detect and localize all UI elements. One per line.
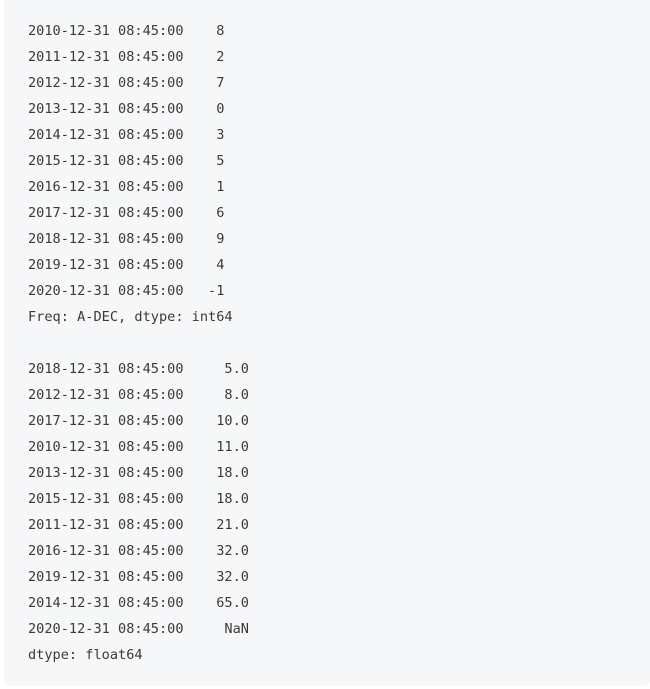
series-row: 2019-12-31 08:45:00 4 xyxy=(28,257,225,273)
series-row: 2017-12-31 08:45:00 6 xyxy=(28,205,225,221)
blank-line xyxy=(28,330,650,356)
series-row: 2020-12-31 08:45:00 NaN xyxy=(28,621,249,637)
series-row: 2018-12-31 08:45:00 9 xyxy=(28,231,225,247)
series-row: 2013-12-31 08:45:00 18.0 xyxy=(28,465,249,481)
series-row: 2010-12-31 08:45:00 11.0 xyxy=(28,439,249,455)
series-row: 2015-12-31 08:45:00 18.0 xyxy=(28,491,249,507)
series-row: 2014-12-31 08:45:00 3 xyxy=(28,127,225,143)
series-row: 2011-12-31 08:45:00 2 xyxy=(28,49,225,65)
series-footer: dtype: float64 xyxy=(28,647,143,663)
series-row: 2013-12-31 08:45:00 0 xyxy=(28,101,225,117)
series-row: 2012-12-31 08:45:00 8.0 xyxy=(28,387,249,403)
series-row: 2016-12-31 08:45:00 1 xyxy=(28,179,225,195)
code-output-block: 2010-12-31 08:45:00 8 2011-12-31 08:45:0… xyxy=(4,0,650,686)
series-row: 2020-12-31 08:45:00 -1 xyxy=(28,283,225,299)
series-row: 2011-12-31 08:45:00 21.0 xyxy=(28,517,249,533)
series-row: 2012-12-31 08:45:00 7 xyxy=(28,75,225,91)
series-row: 2014-12-31 08:45:00 65.0 xyxy=(28,595,249,611)
series-row: 2015-12-31 08:45:00 5 xyxy=(28,153,225,169)
series-row: 2017-12-31 08:45:00 10.0 xyxy=(28,413,249,429)
series-row: 2010-12-31 08:45:00 8 xyxy=(28,23,225,39)
series-output-2: 2018-12-31 08:45:00 5.0 2012-12-31 08:45… xyxy=(28,356,650,668)
series-row: 2016-12-31 08:45:00 32.0 xyxy=(28,543,249,559)
series-row: 2019-12-31 08:45:00 32.0 xyxy=(28,569,249,585)
series-footer: Freq: A-DEC, dtype: int64 xyxy=(28,309,233,325)
series-output-1: 2010-12-31 08:45:00 8 2011-12-31 08:45:0… xyxy=(28,18,650,330)
series-row: 2018-12-31 08:45:00 5.0 xyxy=(28,361,249,377)
